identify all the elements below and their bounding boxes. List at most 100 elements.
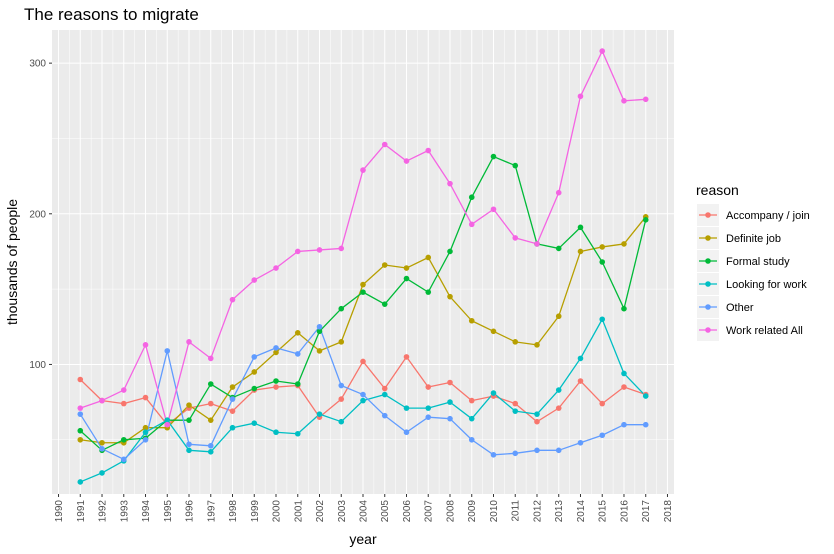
legend: reason Accompany / join Definite job Forma…: [696, 182, 810, 341]
data-point: [273, 265, 279, 271]
data-point: [577, 224, 584, 231]
data-point: [360, 358, 366, 365]
data-point: [164, 348, 171, 354]
data-point: [447, 248, 453, 255]
data-point: [338, 396, 345, 402]
data-point: [77, 436, 84, 443]
minor-gridlines: [52, 30, 674, 494]
data-point: [577, 378, 584, 384]
data-point: [555, 447, 562, 454]
data-point: [621, 370, 627, 377]
data-point: [577, 355, 584, 362]
data-point: [273, 345, 279, 351]
data-point: [555, 245, 562, 252]
data-point: [77, 405, 84, 411]
data-point: [621, 305, 627, 312]
data-point: [642, 393, 649, 399]
data-point: [555, 387, 562, 393]
data-point: [120, 400, 127, 407]
data-point: [447, 180, 453, 187]
x-tick-label: 1995: [163, 500, 174, 523]
data-point: [534, 411, 540, 417]
data-point: [447, 293, 453, 300]
data-point: [577, 93, 584, 100]
data-point: [534, 342, 540, 348]
data-point: [251, 420, 258, 426]
data-point: [99, 470, 105, 476]
data-point: [229, 396, 236, 402]
data-point: [468, 397, 475, 404]
data-point: [642, 421, 649, 428]
data-point: [403, 275, 410, 282]
x-tick-label: 1996: [185, 500, 196, 523]
x-tick-label: 1990: [54, 500, 65, 523]
data-point: [621, 98, 627, 104]
legend-label: Work related All: [726, 325, 803, 337]
x-tick-label: 2005: [380, 500, 391, 523]
x-tick-label: 2002: [315, 500, 326, 523]
data-point: [512, 235, 519, 241]
data-point: [360, 167, 366, 173]
x-tick-label: 1997: [206, 500, 217, 523]
data-point: [338, 418, 345, 425]
data-point: [642, 217, 649, 223]
data-point: [599, 432, 606, 439]
x-tick-label: 1999: [250, 500, 261, 523]
data-point: [207, 381, 214, 387]
data-point: [360, 391, 366, 398]
legend-key-point: [705, 258, 711, 264]
data-point: [316, 411, 323, 417]
data-point: [186, 417, 192, 423]
x-tick-label: 1991: [76, 500, 87, 523]
data-point: [207, 442, 214, 449]
data-point: [490, 206, 497, 213]
data-point: [468, 221, 475, 228]
data-point: [338, 339, 345, 345]
data-point: [207, 449, 214, 455]
data-point: [621, 384, 627, 390]
data-point: [381, 262, 388, 268]
data-point: [599, 48, 606, 54]
data-point: [120, 436, 127, 443]
legend-label: Accompany / join: [726, 210, 810, 222]
data-point: [642, 96, 649, 103]
data-point: [447, 379, 453, 386]
data-point: [273, 429, 279, 436]
data-point: [229, 408, 236, 414]
data-point: [338, 245, 345, 252]
data-point: [294, 351, 301, 357]
data-point: [403, 354, 410, 360]
data-point: [512, 408, 519, 414]
data-point: [77, 479, 84, 485]
data-point: [599, 400, 606, 407]
data-point: [77, 427, 84, 434]
chart-title: The reasons to migrate: [24, 5, 199, 24]
data-point: [512, 400, 519, 407]
data-point: [468, 194, 475, 201]
data-point: [294, 248, 301, 255]
data-point: [316, 348, 323, 354]
x-tick-label: 2004: [359, 500, 370, 523]
series-points: [77, 48, 649, 485]
x-tick-label: 2000: [272, 500, 283, 523]
data-point: [534, 418, 540, 425]
data-point: [425, 254, 432, 261]
x-tick-label: 2007: [424, 500, 435, 523]
data-point: [381, 391, 388, 398]
data-point: [447, 399, 453, 405]
x-axis-title: year: [349, 531, 377, 547]
legend-label: Looking for work: [726, 279, 807, 291]
data-point: [555, 405, 562, 411]
data-point: [273, 384, 279, 390]
major-gridlines: [52, 30, 674, 494]
data-point: [186, 339, 192, 345]
data-point: [381, 385, 388, 392]
data-point: [273, 378, 279, 384]
x-tick-label: 2016: [619, 500, 630, 523]
x-tick-label: 2018: [663, 500, 674, 523]
legend-key-point: [705, 327, 711, 333]
x-tick-label: 2008: [445, 500, 456, 523]
data-point: [621, 241, 627, 247]
data-point: [338, 305, 345, 312]
